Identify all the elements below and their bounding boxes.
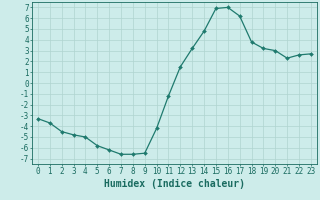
X-axis label: Humidex (Indice chaleur): Humidex (Indice chaleur) xyxy=(104,179,245,189)
